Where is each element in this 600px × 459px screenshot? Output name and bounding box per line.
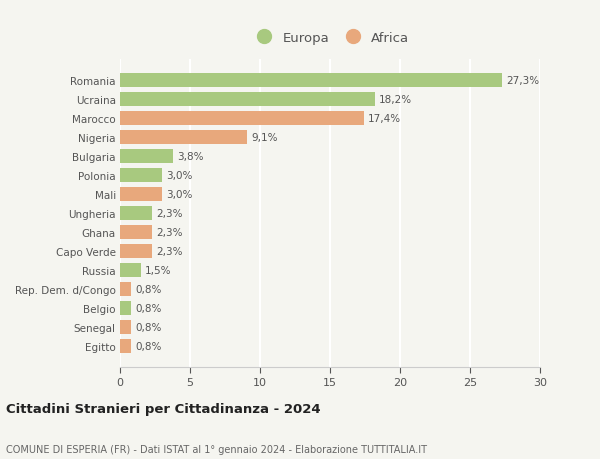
Bar <box>120 188 162 202</box>
Text: 2,3%: 2,3% <box>157 246 183 257</box>
Bar <box>120 320 131 334</box>
Text: 18,2%: 18,2% <box>379 95 412 105</box>
Bar <box>120 93 375 106</box>
Text: Cittadini Stranieri per Cittadinanza - 2024: Cittadini Stranieri per Cittadinanza - 2… <box>6 403 320 415</box>
Bar <box>120 150 173 163</box>
Text: COMUNE DI ESPERIA (FR) - Dati ISTAT al 1° gennaio 2024 - Elaborazione TUTTITALIA: COMUNE DI ESPERIA (FR) - Dati ISTAT al 1… <box>6 444 427 454</box>
Bar <box>120 340 131 353</box>
Text: 3,8%: 3,8% <box>178 151 204 162</box>
Text: 9,1%: 9,1% <box>251 133 278 142</box>
Bar <box>120 245 152 258</box>
Text: 0,8%: 0,8% <box>136 341 162 352</box>
Bar <box>120 283 131 296</box>
Bar <box>120 207 152 220</box>
Text: 0,8%: 0,8% <box>136 285 162 294</box>
Bar <box>120 302 131 315</box>
Text: 2,3%: 2,3% <box>157 228 183 237</box>
Bar <box>120 263 141 277</box>
Text: 0,8%: 0,8% <box>136 322 162 332</box>
Bar <box>120 225 152 239</box>
Text: 3,0%: 3,0% <box>166 190 193 199</box>
Bar <box>120 168 162 182</box>
Bar <box>120 112 364 125</box>
Text: 17,4%: 17,4% <box>368 113 401 123</box>
Text: 1,5%: 1,5% <box>145 265 172 275</box>
Bar <box>120 131 247 144</box>
Text: 0,8%: 0,8% <box>136 303 162 313</box>
Text: 2,3%: 2,3% <box>157 208 183 218</box>
Text: 3,0%: 3,0% <box>166 170 193 180</box>
Text: 27,3%: 27,3% <box>506 75 539 85</box>
Bar <box>120 73 502 87</box>
Legend: Europa, Africa: Europa, Africa <box>245 26 415 50</box>
